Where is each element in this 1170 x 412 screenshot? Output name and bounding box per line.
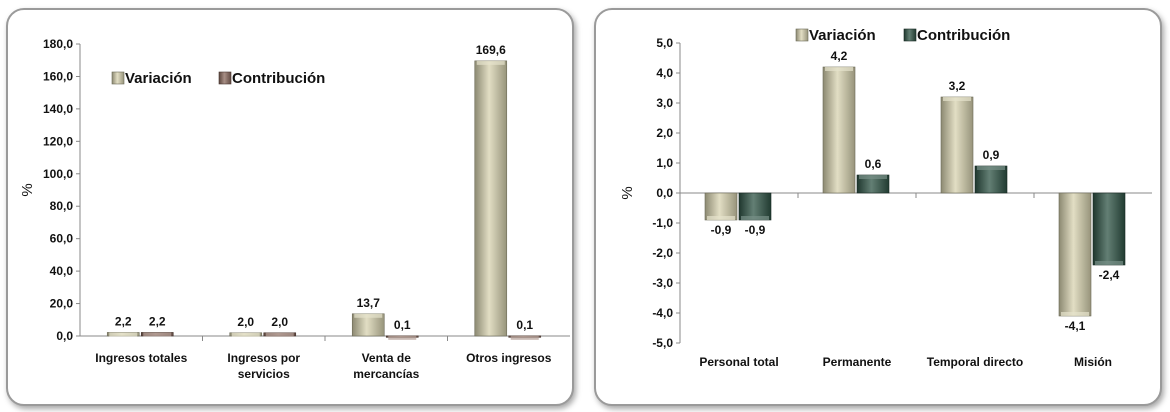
y-tick-label: 4,0 (656, 66, 673, 80)
category-label: mercancías (353, 367, 419, 381)
y-tick-label: 120,0 (43, 134, 73, 148)
data-label: -4,1 (1065, 319, 1086, 333)
y-tick-label: -5,0 (652, 336, 673, 350)
bar-bevel (231, 332, 260, 337)
legend-label: Contribución (917, 27, 1010, 44)
bar-bevel (977, 166, 1005, 170)
bar-variacion (940, 96, 974, 194)
category-label: Personal total (699, 355, 778, 369)
y-tick-label: 2,0 (656, 126, 673, 140)
bar-bevel (859, 175, 887, 179)
data-label: -2,4 (1099, 268, 1120, 282)
data-label: 13,7 (357, 296, 381, 310)
data-label: 0,1 (394, 318, 411, 332)
data-label: 2,2 (149, 314, 166, 328)
data-label: 3,2 (949, 79, 966, 93)
category-label: Ingresos totales (95, 351, 187, 365)
bar-bevel (354, 313, 383, 318)
data-label: -0,9 (745, 223, 766, 237)
data-label: 4,2 (831, 49, 848, 63)
y-tick-label: 160,0 (43, 69, 73, 83)
data-label: 0,9 (983, 148, 1000, 162)
y-tick-label: 0,0 (656, 186, 673, 200)
y-tick-label: -3,0 (652, 276, 673, 290)
data-label: 0,1 (516, 318, 533, 332)
data-label: 2,2 (115, 314, 132, 328)
bar-variacion (1058, 192, 1092, 317)
y-tick-label: 100,0 (43, 167, 73, 181)
y-tick-label: -2,0 (652, 246, 673, 260)
y-tick-label: 3,0 (656, 96, 673, 110)
chart-right: -5,0 -4,0 -3,0 -2,0 -1,0 0,0 1,0 2,0 3,0 4,0 5,0% P… (619, 27, 1152, 369)
bar-variacion (704, 192, 738, 221)
data-label: -0,9 (711, 223, 732, 237)
y-tick-label: 60,0 (50, 232, 74, 246)
bar-contribucion (1092, 192, 1126, 266)
bar-bevel (943, 97, 971, 101)
data-label: 0,6 (865, 157, 882, 171)
legend-label: Variación (125, 70, 192, 87)
data-label: 2,0 (271, 315, 288, 329)
chart-left: 0,0 20,0 40,0 60,0 80,0 100,0 120,0 140,0 160,0 1… (19, 37, 570, 381)
bar-bevel (825, 67, 853, 71)
legend-label: Contribución (232, 70, 325, 87)
bar-variacion (474, 60, 508, 337)
y-tick-label: 80,0 (50, 199, 74, 213)
data-label: 2,0 (237, 315, 254, 329)
bar-bevel (707, 216, 735, 220)
category-label: Venta de (362, 351, 412, 365)
category-label: Permanente (823, 355, 892, 369)
category-label: Otros ingresos (466, 351, 552, 365)
y-tick-label: 20,0 (50, 297, 74, 311)
category-label: Ingresos por (227, 351, 300, 365)
chart-panel-left: 0,0 20,0 40,0 60,0 80,0 100,0 120,0 140,0 160,0 1… (6, 8, 574, 406)
y-tick-label: 0,0 (56, 329, 73, 343)
bar-bevel (388, 335, 417, 340)
legend-swatch (795, 28, 809, 42)
legend-swatch (111, 71, 125, 85)
y-tick-label: -1,0 (652, 216, 673, 230)
bar-bevel (1095, 261, 1123, 265)
y-axis-label: % (619, 186, 636, 199)
bar-contribucion (738, 192, 772, 221)
legend-swatch (218, 71, 232, 85)
bar-bevel (109, 332, 138, 337)
category-label: Temporal directo (927, 355, 1023, 369)
bar-bevel (741, 216, 769, 220)
bar-contribucion (974, 165, 1008, 194)
data-label: 169,6 (476, 43, 506, 57)
legend-label: Variación (809, 27, 876, 44)
legend-swatch (903, 28, 917, 42)
bar-bevel (1061, 312, 1089, 316)
bar-bevel (143, 332, 172, 337)
category-label: Misión (1074, 355, 1112, 369)
category-label: servicios (238, 367, 290, 381)
bar-bevel (510, 335, 539, 340)
bar-bevel (265, 332, 294, 337)
bar-variacion (822, 66, 856, 194)
y-tick-label: -4,0 (652, 306, 673, 320)
chart-panel-right: -5,0 -4,0 -3,0 -2,0 -1,0 0,0 1,0 2,0 3,0 4,0 5,0% P… (594, 8, 1162, 406)
bar-bevel (476, 60, 505, 65)
y-tick-label: 140,0 (43, 102, 73, 116)
y-axis-label: % (19, 183, 36, 196)
y-tick-label: 40,0 (50, 264, 74, 278)
y-tick-label: 5,0 (656, 36, 673, 50)
y-tick-label: 180,0 (43, 37, 73, 51)
y-tick-label: 1,0 (656, 156, 673, 170)
